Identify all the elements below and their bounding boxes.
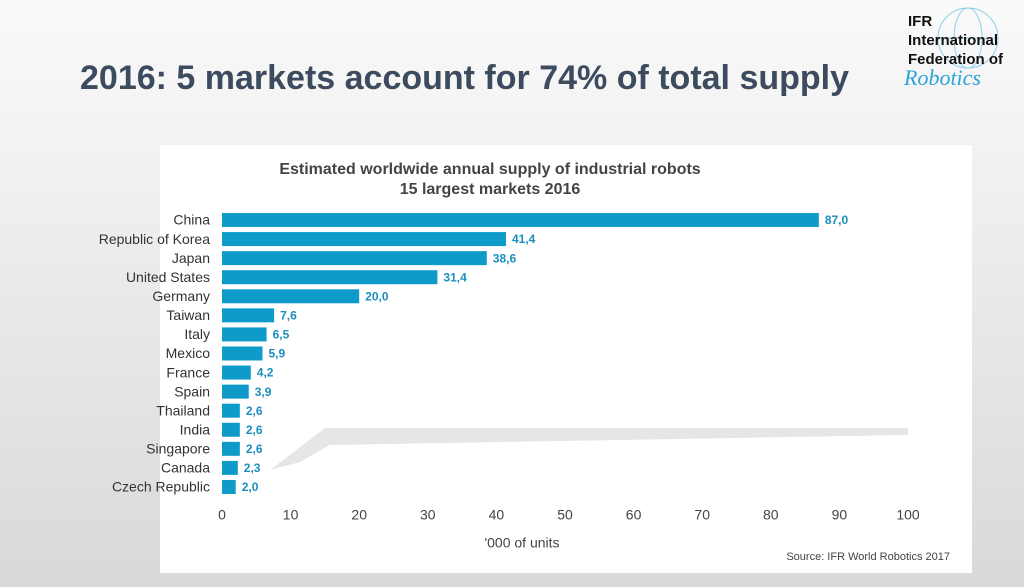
logo-text: Federation of [908,51,1004,68]
x-tick-label: 60 [626,507,642,523]
slide-title: 2016: 5 markets account for 74% of total… [80,59,849,97]
bar [222,232,507,247]
y-tick-label: United States [126,269,210,285]
value-label: 6,5 [273,328,290,342]
chart-subtitle: 15 largest markets 2016 [400,181,581,198]
bar [222,251,487,266]
value-label: 4,2 [257,366,274,380]
x-tick-label: 30 [420,507,436,523]
value-label: 20,0 [365,289,389,303]
bar [222,460,238,475]
logo-script: Robotics [903,65,981,90]
value-label: 2,0 [242,480,259,494]
x-tick-label: 70 [694,507,710,523]
x-tick-label: 50 [557,507,573,523]
value-label: 2,6 [246,442,263,456]
value-label: 38,6 [493,251,517,265]
logo: IFR International Federation of Robotics [903,7,1004,90]
x-tick-label: 40 [489,507,505,523]
logo-text: International [908,32,998,49]
source: Source: IFR World Robotics 2017 [786,551,950,563]
x-tick-label: 10 [283,507,299,523]
y-tick-label: Italy [184,326,210,342]
y-tick-label: China [173,212,210,228]
value-label: 5,9 [268,347,285,361]
y-tick-label: Taiwan [166,307,210,323]
y-tick-label: Spain [174,383,210,399]
bar [222,365,251,380]
bar [222,270,438,285]
bar [222,403,240,418]
decoration [270,428,908,470]
y-tick-label: Germany [152,288,210,304]
value-label: 3,9 [255,385,272,399]
bar [222,327,267,342]
bar [222,422,240,437]
y-tick-label: Republic of Korea [99,231,211,247]
bar [222,346,263,361]
y-tick-label: Singapore [146,441,210,457]
bar [222,289,360,304]
y-tick-label: Canada [161,460,210,476]
chart-title: Estimated worldwide annual supply of ind… [279,161,700,178]
y-tick-label: France [166,364,210,380]
value-label: 2,6 [246,423,263,437]
x-tick-label: 90 [832,507,848,523]
bar [222,384,249,399]
x-tick-label: 100 [896,507,920,523]
value-label: 2,3 [244,461,261,475]
bar [222,479,236,494]
bar [222,213,819,227]
x-tick-label: 0 [218,507,226,523]
y-tick-label: Japan [172,250,210,266]
y-tick-label: India [180,421,211,437]
y-tick-label: Czech Republic [112,479,210,495]
x-axis-label: '000 of units [484,535,559,551]
value-label: 2,6 [246,404,263,418]
y-tick-label: Thailand [156,402,210,418]
x-tick-label: 20 [351,507,367,523]
value-label: 87,0 [825,213,849,227]
x-tick-label: 80 [763,507,779,523]
logo-text: IFR [908,13,932,30]
bar [222,441,240,456]
y-tick-label: Mexico [166,345,211,361]
value-label: 7,6 [280,309,297,323]
bar [222,308,275,323]
value-label: 41,4 [512,232,536,246]
value-label: 31,4 [443,270,467,284]
